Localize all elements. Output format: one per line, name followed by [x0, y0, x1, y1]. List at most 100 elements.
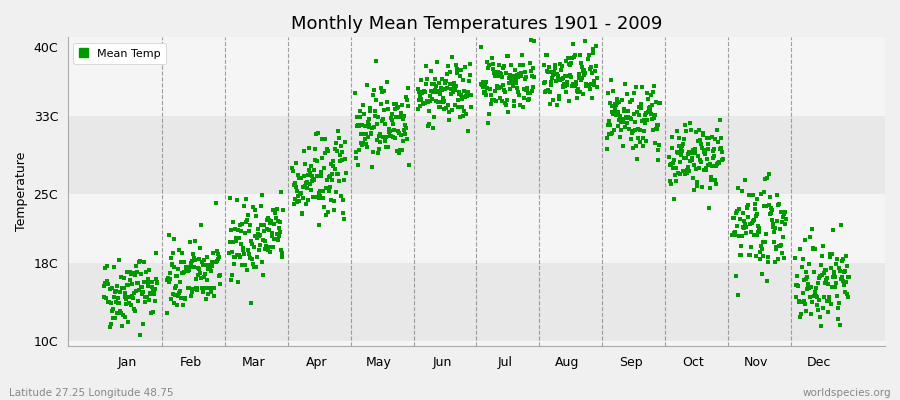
Point: [333, 158, 347, 165]
Point: [292, 198, 306, 204]
Point: [616, 116, 630, 122]
Point: [539, 52, 554, 58]
Point: [578, 38, 592, 44]
Point: [568, 52, 582, 58]
Point: [103, 324, 117, 331]
Point: [574, 75, 589, 81]
Point: [697, 167, 711, 173]
Point: [372, 133, 386, 139]
Point: [366, 86, 381, 93]
Point: [234, 228, 248, 235]
Point: [445, 107, 459, 113]
Point: [686, 146, 700, 153]
Point: [311, 189, 326, 196]
Point: [102, 299, 116, 305]
Point: [247, 264, 261, 270]
Point: [436, 95, 450, 102]
Point: [115, 323, 130, 330]
Point: [246, 260, 260, 267]
Point: [554, 76, 568, 82]
Point: [295, 195, 310, 202]
Point: [647, 140, 662, 146]
Point: [239, 217, 254, 223]
Point: [693, 157, 707, 163]
Point: [713, 146, 727, 152]
Point: [171, 266, 185, 272]
Point: [559, 58, 573, 64]
Point: [754, 243, 769, 250]
Point: [438, 104, 453, 111]
Point: [112, 289, 127, 296]
Point: [671, 135, 686, 141]
Point: [526, 65, 540, 71]
Point: [500, 109, 515, 115]
Point: [789, 294, 804, 300]
Point: [509, 77, 524, 83]
Point: [562, 72, 577, 78]
Point: [703, 161, 717, 167]
Point: [329, 140, 344, 146]
Point: [175, 295, 189, 302]
Point: [768, 224, 782, 231]
Point: [585, 95, 599, 102]
Point: [649, 99, 663, 106]
Point: [175, 269, 189, 276]
Point: [425, 80, 439, 87]
Point: [508, 75, 523, 81]
Point: [569, 81, 583, 87]
Point: [391, 104, 405, 110]
Point: [338, 139, 353, 145]
Point: [608, 111, 623, 118]
Point: [141, 267, 156, 274]
Point: [292, 175, 307, 181]
Point: [400, 97, 414, 104]
Point: [269, 215, 284, 222]
Point: [487, 96, 501, 103]
Point: [230, 238, 244, 245]
Point: [740, 204, 754, 210]
Point: [687, 162, 701, 168]
Point: [675, 148, 689, 154]
Point: [145, 279, 159, 286]
Point: [105, 306, 120, 312]
Point: [669, 165, 683, 171]
Point: [297, 148, 311, 154]
Point: [790, 283, 805, 290]
Point: [427, 81, 441, 88]
Point: [202, 262, 216, 269]
Point: [514, 70, 528, 76]
Point: [334, 142, 348, 149]
Point: [301, 172, 315, 178]
Point: [317, 204, 331, 210]
Point: [558, 73, 572, 79]
Point: [517, 104, 531, 110]
Point: [242, 221, 256, 228]
Point: [360, 119, 374, 126]
Point: [828, 274, 842, 280]
Point: [195, 289, 210, 295]
Point: [809, 285, 824, 291]
Point: [500, 52, 514, 59]
Point: [697, 148, 711, 155]
Point: [652, 100, 667, 106]
Point: [460, 92, 474, 99]
Point: [364, 130, 379, 137]
Point: [307, 167, 321, 173]
Point: [679, 155, 693, 161]
Point: [227, 261, 241, 267]
Point: [513, 102, 527, 108]
Point: [685, 157, 699, 163]
Point: [267, 236, 282, 242]
Point: [501, 75, 516, 82]
Point: [332, 178, 347, 184]
Point: [240, 267, 255, 273]
Point: [266, 221, 281, 227]
Point: [503, 78, 517, 85]
Point: [368, 112, 382, 119]
Point: [650, 122, 664, 128]
Point: [794, 310, 808, 317]
Point: [761, 202, 776, 208]
Point: [141, 283, 156, 289]
Point: [584, 70, 598, 76]
Point: [600, 135, 615, 141]
